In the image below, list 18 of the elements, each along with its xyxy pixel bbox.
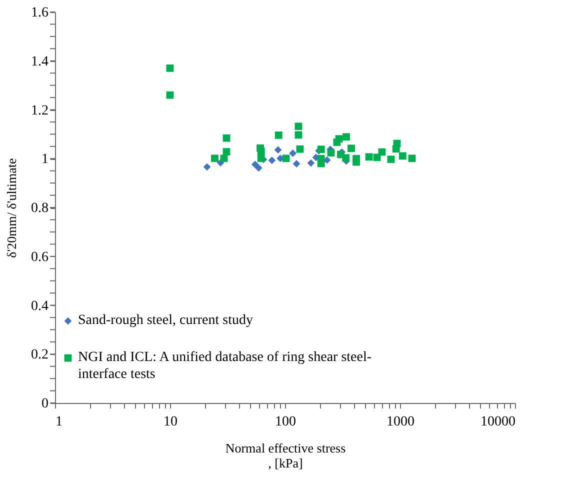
x-tick-label: 10 [164, 414, 178, 430]
y-tick-label: 1.4 [31, 54, 48, 70]
y-tick-label: 0.6 [31, 250, 48, 265]
y-tick-label: 1.2 [31, 103, 48, 118]
y-tick-label: 1 [42, 152, 48, 168]
y-tick-label: 0 [42, 396, 48, 412]
legend-label: Sand-rough steel, current study [78, 313, 253, 328]
x-tick-label: 1 [56, 414, 62, 430]
y-tick-label: 0.4 [31, 298, 48, 314]
x-tick-label: 100 [275, 414, 296, 430]
y-axis-title: δ'20mm/ δ'ultimate [4, 158, 19, 258]
y-tick-label: 0.8 [31, 201, 48, 216]
y-tick-label: 1.6 [31, 6, 48, 20]
x-tick-label: 1000 [386, 414, 414, 430]
x-tick-label: 10000 [480, 414, 516, 430]
y-tick-label: 0.2 [31, 348, 48, 363]
legend-label: NGI and ICL: A unified database of ring shear steel-interface tests [78, 350, 372, 382]
x-axis-title: Normal effective stress , [kPa] [225, 440, 346, 470]
